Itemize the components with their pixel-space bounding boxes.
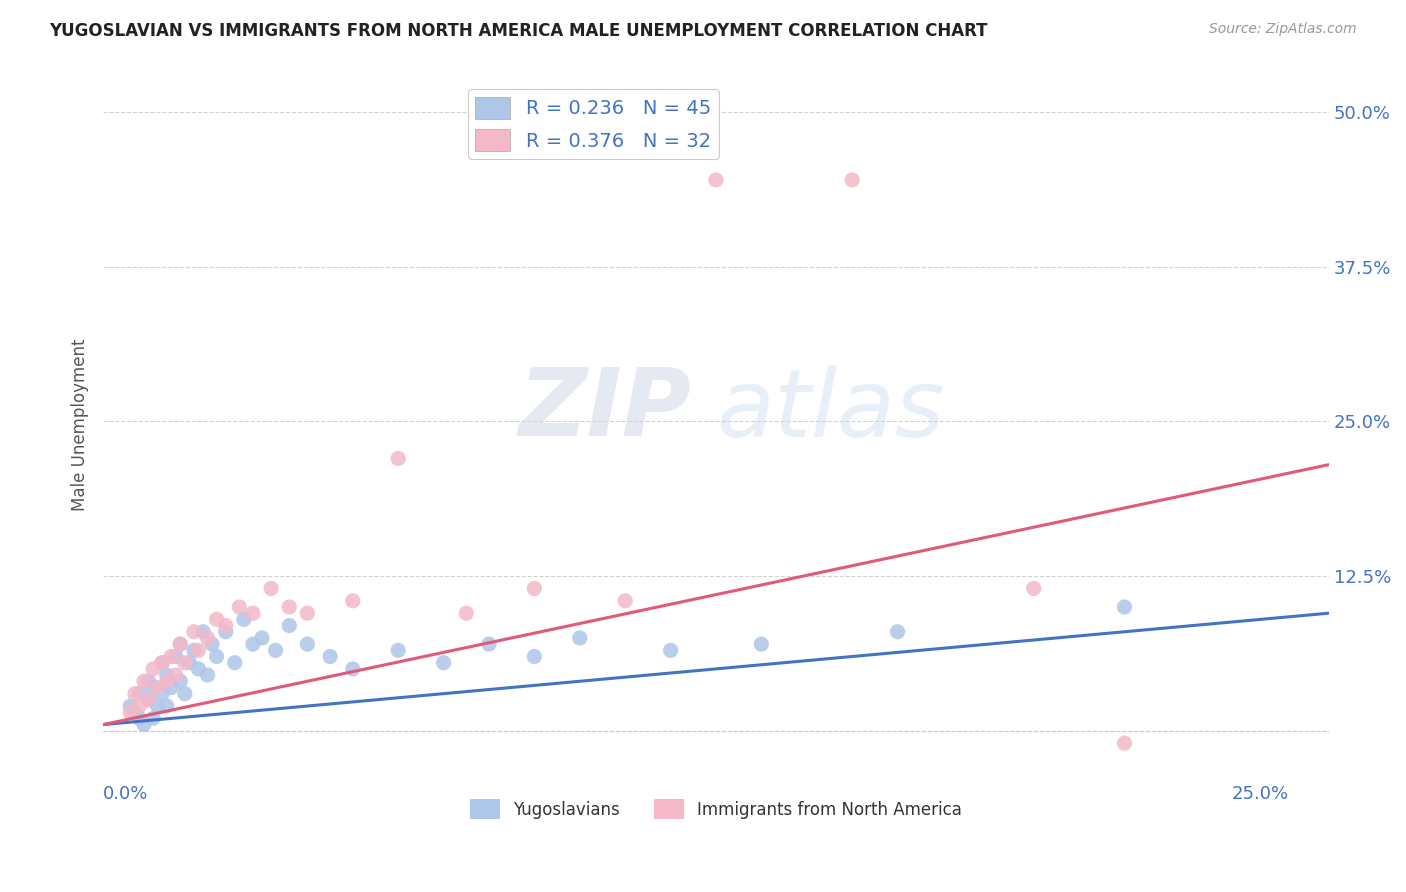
Point xyxy=(160,681,183,695)
Point xyxy=(886,624,908,639)
Point xyxy=(1114,599,1136,614)
Point xyxy=(165,668,187,682)
Point xyxy=(142,711,165,725)
Point xyxy=(1114,736,1136,750)
Point xyxy=(387,643,409,657)
Text: atlas: atlas xyxy=(716,365,945,456)
Point xyxy=(523,649,546,664)
Point xyxy=(264,643,287,657)
Point xyxy=(242,637,264,651)
Point xyxy=(614,594,637,608)
Point xyxy=(250,631,273,645)
Point xyxy=(260,582,283,596)
Point xyxy=(197,668,219,682)
Text: YUGOSLAVIAN VS IMMIGRANTS FROM NORTH AMERICA MALE UNEMPLOYMENT CORRELATION CHART: YUGOSLAVIAN VS IMMIGRANTS FROM NORTH AME… xyxy=(49,22,987,40)
Point xyxy=(232,612,254,626)
Point xyxy=(215,624,238,639)
Point xyxy=(456,606,478,620)
Point xyxy=(197,631,219,645)
Point xyxy=(191,624,214,639)
Point xyxy=(142,662,165,676)
Point xyxy=(173,656,195,670)
Point xyxy=(165,649,187,664)
Point xyxy=(128,687,150,701)
Point xyxy=(132,717,155,731)
Point xyxy=(146,681,169,695)
Point xyxy=(478,637,501,651)
Point xyxy=(160,649,183,664)
Point xyxy=(173,687,195,701)
Point xyxy=(169,637,191,651)
Point xyxy=(138,693,160,707)
Point xyxy=(201,637,224,651)
Point xyxy=(146,699,169,714)
Point xyxy=(138,693,160,707)
Point xyxy=(228,599,250,614)
Point xyxy=(187,662,209,676)
Point xyxy=(128,699,150,714)
Point xyxy=(342,662,364,676)
Point xyxy=(169,637,191,651)
Point xyxy=(150,656,173,670)
Point xyxy=(138,674,160,689)
Point xyxy=(128,711,150,725)
Legend: Yugoslavians, Immigrants from North America: Yugoslavians, Immigrants from North Amer… xyxy=(464,793,969,825)
Point xyxy=(749,637,772,651)
Y-axis label: Male Unemployment: Male Unemployment xyxy=(72,338,89,510)
Point xyxy=(1022,582,1045,596)
Point xyxy=(278,618,301,632)
Point xyxy=(124,705,146,719)
Point xyxy=(156,674,179,689)
Point xyxy=(568,631,591,645)
Point xyxy=(342,594,364,608)
Point xyxy=(841,173,863,187)
Point xyxy=(297,637,319,651)
Point xyxy=(704,173,727,187)
Point xyxy=(297,606,319,620)
Point xyxy=(215,618,238,632)
Point xyxy=(205,649,228,664)
Point xyxy=(278,599,301,614)
Point xyxy=(179,656,201,670)
Point xyxy=(183,624,205,639)
Point xyxy=(150,656,173,670)
Point xyxy=(183,643,205,657)
Point xyxy=(156,668,179,682)
Point xyxy=(205,612,228,626)
Point xyxy=(142,681,165,695)
Text: ZIP: ZIP xyxy=(519,364,692,456)
Point xyxy=(319,649,342,664)
Point xyxy=(432,656,454,670)
Point xyxy=(169,674,191,689)
Point xyxy=(387,451,409,466)
Point xyxy=(120,699,142,714)
Point xyxy=(242,606,264,620)
Point xyxy=(120,705,142,719)
Text: Source: ZipAtlas.com: Source: ZipAtlas.com xyxy=(1209,22,1357,37)
Point xyxy=(150,687,173,701)
Point xyxy=(156,699,179,714)
Point xyxy=(224,656,246,670)
Point xyxy=(659,643,682,657)
Point xyxy=(523,582,546,596)
Point xyxy=(187,643,209,657)
Point xyxy=(124,687,146,701)
Point xyxy=(132,674,155,689)
